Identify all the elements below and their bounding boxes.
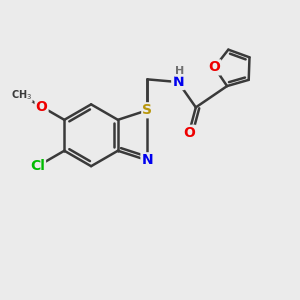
Text: S: S [142, 103, 152, 117]
Text: N: N [142, 153, 153, 167]
Text: H: H [175, 66, 184, 76]
Text: CH$_3$: CH$_3$ [11, 88, 32, 102]
Text: Cl: Cl [30, 159, 45, 173]
Text: O: O [208, 60, 220, 74]
Text: N: N [172, 75, 184, 89]
Text: O: O [183, 126, 195, 140]
Text: O: O [36, 100, 47, 114]
